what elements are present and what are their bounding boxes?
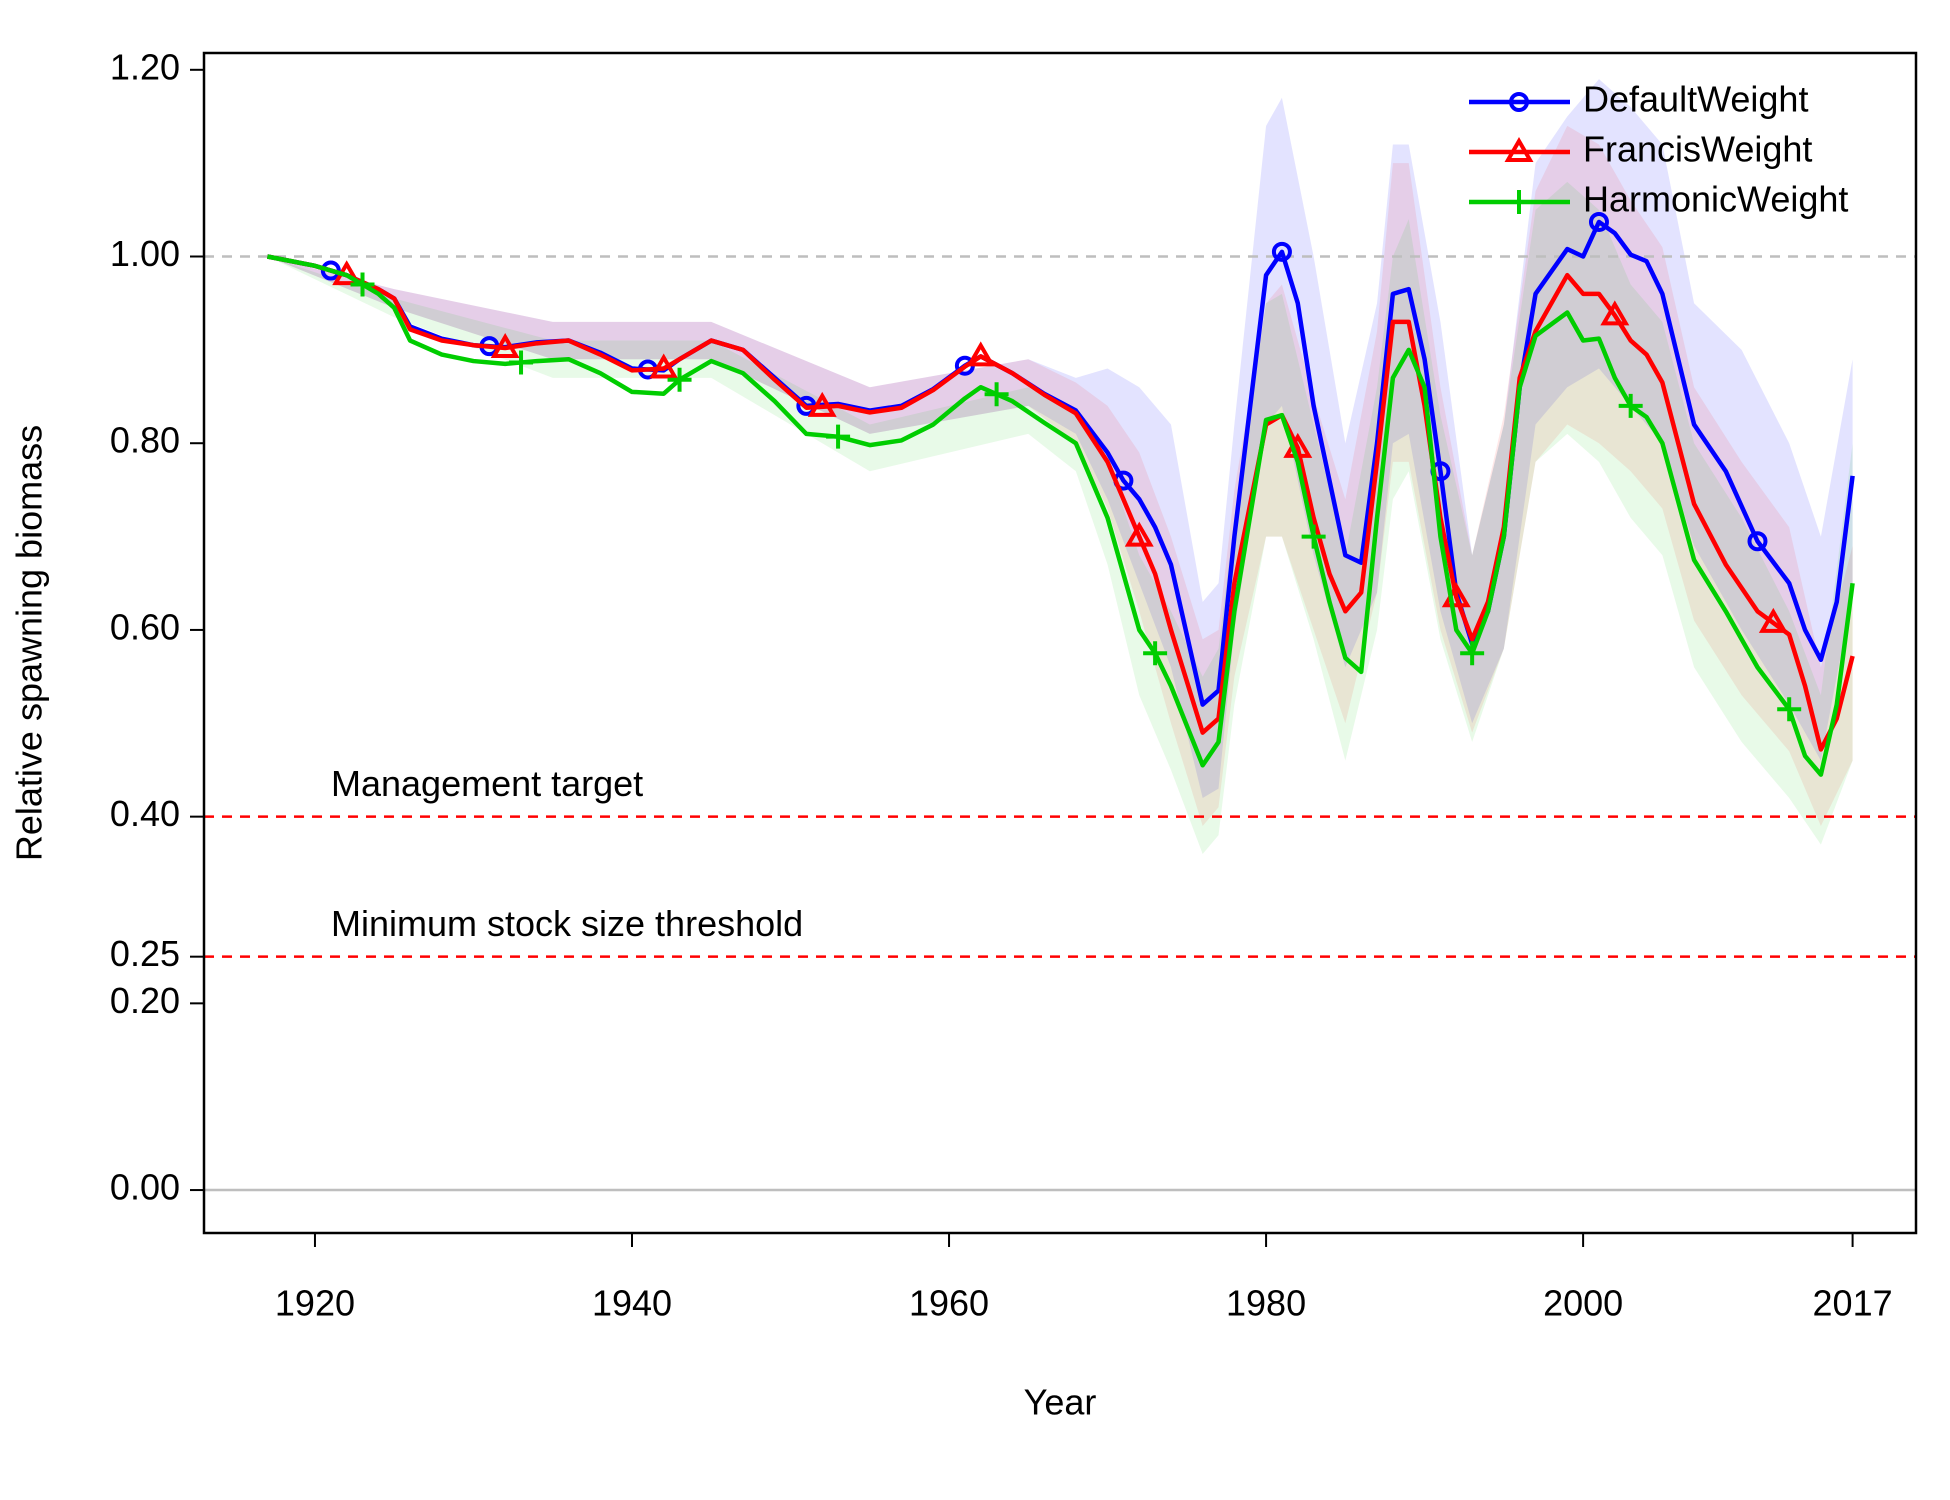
y-tick-label: 0.80 [110, 420, 180, 461]
y-tick-label: 1.00 [110, 233, 180, 274]
marker [1777, 697, 1802, 722]
x-tick-label: 1940 [592, 1283, 672, 1324]
plot-frame [202, 51, 1918, 1235]
y-tick-label: 1.20 [110, 46, 180, 87]
lines-layer [266, 211, 1855, 777]
series-line [266, 254, 1855, 777]
y-tick-label: 0.60 [110, 606, 180, 647]
marker [1143, 641, 1168, 666]
x-tick-label: 2000 [1543, 1283, 1623, 1324]
y-tick-label: 0.40 [110, 793, 180, 834]
refs-layer: Management target Minimum stock size thre… [204, 255, 1916, 1192]
x-tick-label: 1980 [1226, 1283, 1306, 1324]
marker [1460, 641, 1485, 666]
marker [1271, 241, 1292, 262]
marker [826, 424, 851, 449]
y-tick-label: 0.00 [110, 1167, 180, 1208]
legend-label: DefaultWeight [1583, 79, 1808, 120]
reference-label: Management target [331, 763, 643, 804]
legend-marker [1507, 190, 1531, 214]
marker [509, 350, 534, 375]
marker [1758, 607, 1788, 633]
marker [350, 272, 375, 297]
reference-label: Minimum stock size threshold [331, 903, 803, 944]
marker [667, 367, 692, 392]
marker [807, 391, 837, 417]
legend-label: HarmonicWeight [1583, 179, 1848, 220]
y-tick-label: 0.25 [110, 933, 180, 974]
series-line [266, 254, 1855, 752]
legend-marker [1504, 137, 1534, 162]
marker [320, 260, 341, 281]
marker [966, 341, 996, 367]
marker [1124, 521, 1154, 547]
marker [490, 333, 520, 358]
uncertainty-band [267, 181, 1853, 854]
top-layer: 0.00 0.20 0.25 0.40 0.60 0.80 1.00 1.20 1920 1940… [110, 46, 1918, 1324]
marker [1618, 393, 1643, 418]
marker [1301, 524, 1326, 549]
x-axis-label: Year [1024, 1382, 1097, 1423]
marker [1588, 211, 1609, 232]
legend-marker [1509, 92, 1529, 112]
y-tick-label: 0.20 [110, 980, 180, 1021]
uncertainty-band [267, 125, 1853, 826]
y-axis-label: Relative spawning biomass [9, 425, 50, 861]
marker [984, 382, 1009, 407]
x-tick-label: 2017 [1813, 1283, 1893, 1324]
x-tick-label: 1960 [909, 1283, 989, 1324]
marker [649, 353, 679, 379]
x-tick-label: 1920 [275, 1283, 355, 1324]
marker [1600, 300, 1630, 326]
legend-label: FrancisWeight [1583, 129, 1812, 170]
marker [1747, 531, 1768, 552]
